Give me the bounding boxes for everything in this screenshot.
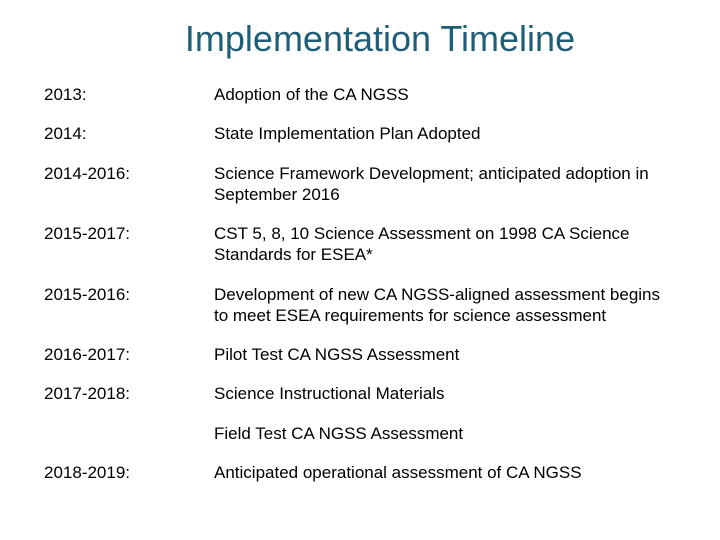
- table-row: 2015-2016: Development of new CA NGSS-al…: [40, 276, 680, 337]
- year-cell: 2015-2016:: [40, 276, 210, 337]
- desc-cell: Anticipated operational assessment of CA…: [210, 454, 680, 493]
- year-cell: [40, 415, 210, 454]
- year-cell: 2018-2019:: [40, 454, 210, 493]
- year-cell: 2017-2018:: [40, 375, 210, 414]
- year-cell: 2014:: [40, 115, 210, 154]
- desc-cell: Science Framework Development; anticipat…: [210, 155, 680, 216]
- desc-cell: Science Instructional Materials: [210, 375, 680, 414]
- table-row: Field Test CA NGSS Assessment: [40, 415, 680, 454]
- table-row: 2015-2017: CST 5, 8, 10 Science Assessme…: [40, 215, 680, 276]
- desc-cell: Field Test CA NGSS Assessment: [210, 415, 680, 454]
- desc-cell: State Implementation Plan Adopted: [210, 115, 680, 154]
- table-row: 2014-2016: Science Framework Development…: [40, 155, 680, 216]
- table-row: 2013: Adoption of the CA NGSS: [40, 76, 680, 115]
- slide: Implementation Timeline 2013: Adoption o…: [0, 0, 720, 540]
- slide-title: Implementation Timeline: [40, 18, 680, 60]
- table-row: 2018-2019: Anticipated operational asses…: [40, 454, 680, 493]
- desc-cell: Adoption of the CA NGSS: [210, 76, 680, 115]
- year-cell: 2015-2017:: [40, 215, 210, 276]
- year-cell: 2013:: [40, 76, 210, 115]
- year-cell: 2016-2017:: [40, 336, 210, 375]
- year-cell: 2014-2016:: [40, 155, 210, 216]
- desc-cell: Pilot Test CA NGSS Assessment: [210, 336, 680, 375]
- table-row: 2016-2017: Pilot Test CA NGSS Assessment: [40, 336, 680, 375]
- timeline-table: 2013: Adoption of the CA NGSS 2014: Stat…: [40, 76, 680, 493]
- desc-cell: Development of new CA NGSS-aligned asses…: [210, 276, 680, 337]
- desc-cell: CST 5, 8, 10 Science Assessment on 1998 …: [210, 215, 680, 276]
- table-row: 2017-2018: Science Instructional Materia…: [40, 375, 680, 414]
- table-row: 2014: State Implementation Plan Adopted: [40, 115, 680, 154]
